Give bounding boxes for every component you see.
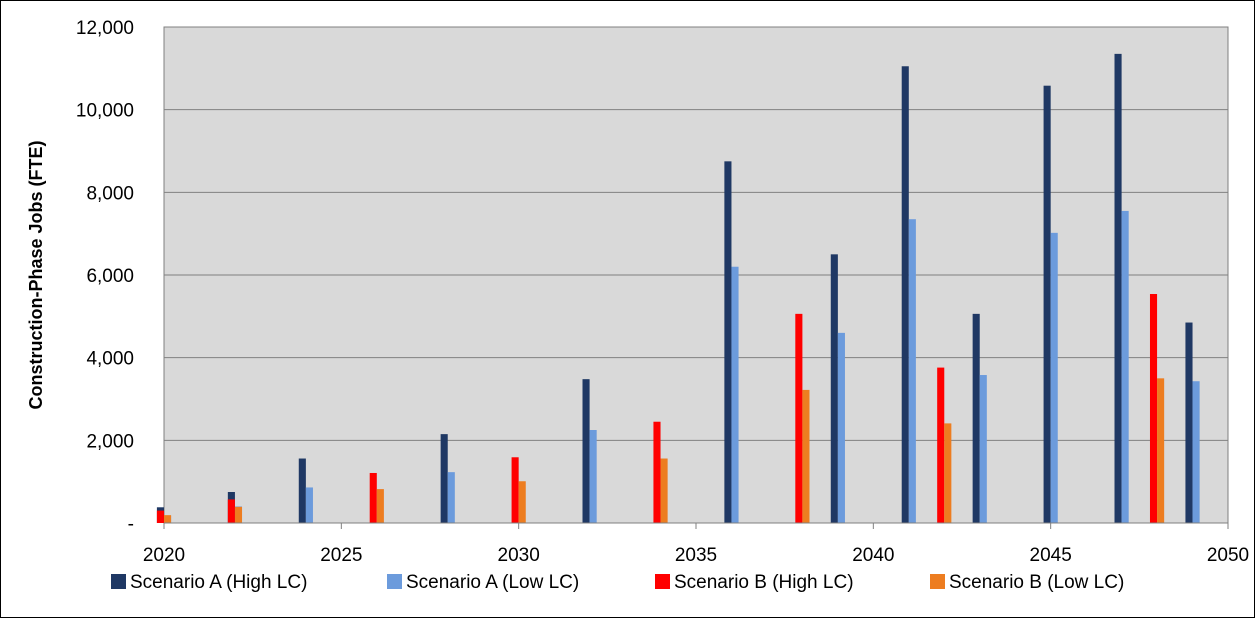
x-tick-label: 2040 <box>852 545 894 566</box>
bar-scenario-a-low-lc-2028 <box>447 472 455 523</box>
bar-scenario-a-high-lc-2043 <box>972 313 980 523</box>
y-tick-label: 8,000 <box>86 183 134 204</box>
bar-scenario-a-low-lc-2047 <box>1121 210 1129 523</box>
legend-swatch <box>387 574 402 589</box>
bar-scenario-a-high-lc-2039 <box>830 254 838 524</box>
y-tick-label: 2,000 <box>86 431 134 452</box>
bar-scenario-b-low-lc-2020 <box>164 515 172 523</box>
bar-scenario-b-high-lc-2048 <box>1149 294 1158 523</box>
bar-scenario-b-low-lc-2042 <box>944 423 952 523</box>
bar-scenario-a-low-lc-2024 <box>305 487 313 523</box>
y-tick-label: 10,000 <box>76 101 134 122</box>
bar-scenario-b-low-lc-2048 <box>1157 378 1165 523</box>
legend-label: Scenario B (High LC) <box>674 572 854 593</box>
bar-scenario-a-high-lc-2032 <box>582 379 590 523</box>
legend-label: Scenario B (Low LC) <box>949 572 1124 593</box>
bar-scenario-a-high-lc-2024 <box>298 458 306 523</box>
legend-swatch <box>930 574 945 589</box>
bar-scenario-b-high-lc-2022 <box>227 499 235 523</box>
y-tick-label: 6,000 <box>86 266 134 287</box>
bar-scenario-a-high-lc-2036 <box>724 161 732 524</box>
legend: Scenario A (High LC) Scenario A (Low LC) S… <box>111 572 1124 593</box>
legend-label: Scenario A (High LC) <box>130 572 307 593</box>
bar-scenario-b-high-lc-2042 <box>937 367 945 523</box>
y-tick-label: - <box>128 514 134 535</box>
bar-scenario-a-high-lc-2041 <box>901 66 909 524</box>
bar-scenario-b-low-lc-2034 <box>660 458 668 523</box>
bar-scenario-a-high-lc-2028 <box>440 434 448 523</box>
y-axis-ticks: - 2,000 4,000 6,000 8,000 10,000 12,000 <box>76 18 134 535</box>
x-tick-label: 2050 <box>1207 545 1249 566</box>
legend-swatch <box>655 574 670 589</box>
bar-scenario-b-low-lc-2026 <box>376 489 384 523</box>
bar-scenario-a-low-lc-2045 <box>1050 232 1058 523</box>
bar-scenario-b-high-lc-2030 <box>511 457 519 523</box>
bar-scenario-b-high-lc-2026 <box>369 472 377 523</box>
bar-scenario-a-low-lc-2039 <box>837 332 845 523</box>
bar-scenario-a-high-lc-2045 <box>1043 85 1051 524</box>
x-tick-label: 2030 <box>498 545 540 566</box>
bar-scenario-b-low-lc-2030 <box>518 481 526 523</box>
bar-scenario-b-low-lc-2038 <box>802 389 810 523</box>
y-tick-label: 12,000 <box>76 18 134 39</box>
bar-scenario-a-low-lc-2041 <box>908 219 916 523</box>
bar-scenario-a-high-lc-2049 <box>1185 322 1193 523</box>
bar-scenario-a-low-lc-2049 <box>1192 381 1200 523</box>
y-axis-label: Construction-Phase Jobs (FTE) <box>26 140 46 409</box>
bar-scenario-b-low-lc-2022 <box>234 506 243 523</box>
bar-scenario-b-high-lc-2038 <box>795 313 803 523</box>
x-tick-label: 2020 <box>143 545 185 566</box>
legend-label: Scenario A (Low LC) <box>406 572 579 593</box>
y-tick-label: 4,000 <box>86 349 134 370</box>
x-tick-label: 2025 <box>320 545 362 566</box>
bars <box>156 53 1200 524</box>
x-axis-ticks: 2020 2025 2030 2035 2040 2045 2050 <box>143 523 1249 566</box>
x-tick-label: 2035 <box>675 545 717 566</box>
bar-scenario-b-high-lc-2034 <box>653 421 661 523</box>
bar-scenario-a-high-lc-2047 <box>1114 53 1122 523</box>
bar-scenario-b-high-lc-2020 <box>156 510 164 523</box>
legend-swatch <box>111 574 126 589</box>
x-tick-label: 2045 <box>1030 545 1072 566</box>
bar-scenario-a-low-lc-2032 <box>589 430 597 523</box>
bar-scenario-a-low-lc-2043 <box>979 375 987 523</box>
bar-scenario-a-low-lc-2036 <box>731 266 739 523</box>
